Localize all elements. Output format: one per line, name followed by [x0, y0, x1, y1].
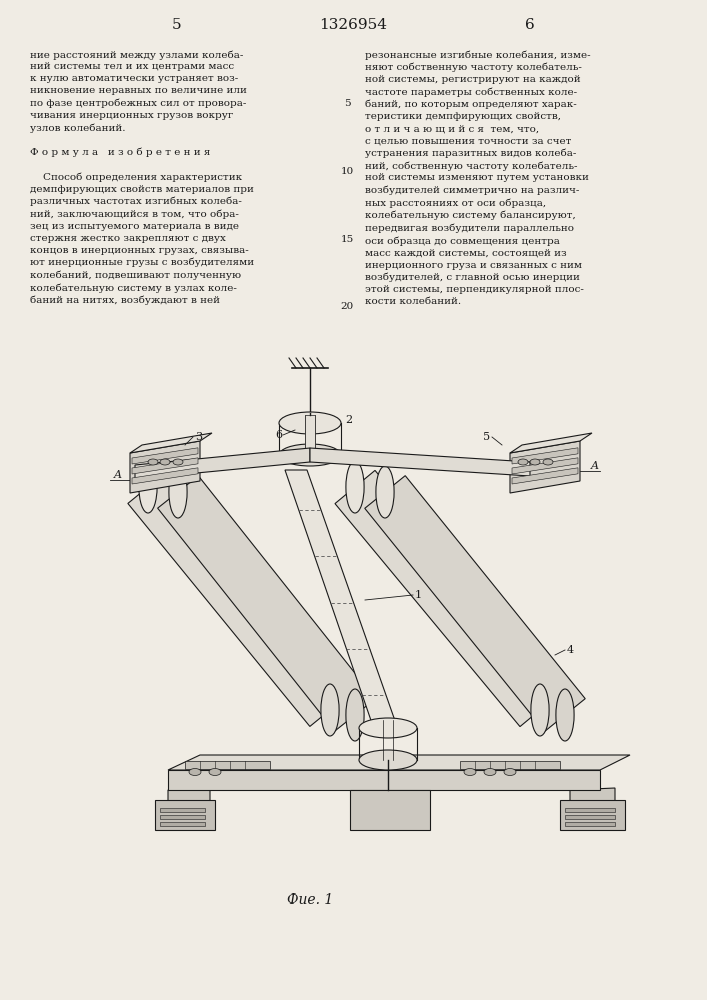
Bar [160, 808, 205, 812]
Ellipse shape [518, 459, 528, 465]
Polygon shape [128, 471, 350, 726]
Text: 5: 5 [344, 100, 350, 108]
Text: 6: 6 [525, 18, 535, 32]
Ellipse shape [504, 768, 516, 776]
Ellipse shape [160, 459, 170, 465]
Polygon shape [130, 441, 200, 493]
Polygon shape [168, 770, 600, 790]
Text: 15: 15 [340, 234, 354, 243]
Text: резонансные изгибные колебания, изме-
няют собственную частоту колебатель-
ной с: резонансные изгибные колебания, изме- ня… [365, 50, 590, 306]
Ellipse shape [543, 459, 553, 465]
Polygon shape [350, 790, 430, 830]
Text: 10: 10 [340, 167, 354, 176]
Polygon shape [168, 755, 630, 770]
Ellipse shape [530, 459, 540, 465]
Polygon shape [510, 441, 580, 493]
Polygon shape [132, 468, 198, 484]
Polygon shape [158, 476, 375, 731]
Ellipse shape [346, 689, 364, 741]
Ellipse shape [139, 461, 157, 513]
Text: 20: 20 [340, 302, 354, 311]
Bar [565, 808, 615, 812]
Text: Фие. 1: Фие. 1 [287, 893, 333, 907]
Text: 5: 5 [173, 18, 182, 32]
Text: ние расстояний между узлами колеба-
ний системы тел и их центрами масс
к нулю ав: ние расстояний между узлами колеба- ний … [30, 50, 254, 305]
Polygon shape [512, 448, 578, 464]
Ellipse shape [464, 768, 476, 776]
Ellipse shape [209, 768, 221, 776]
Polygon shape [132, 448, 198, 464]
Ellipse shape [346, 461, 364, 513]
Polygon shape [285, 470, 400, 735]
Ellipse shape [148, 459, 158, 465]
Polygon shape [185, 761, 270, 769]
Ellipse shape [279, 444, 341, 466]
Polygon shape [570, 788, 615, 820]
Text: A: A [114, 470, 122, 480]
Ellipse shape [556, 689, 574, 741]
Polygon shape [155, 800, 215, 830]
Text: A: A [591, 461, 599, 471]
Polygon shape [310, 448, 530, 476]
Ellipse shape [279, 412, 341, 434]
Ellipse shape [359, 750, 417, 770]
Polygon shape [512, 468, 578, 484]
Text: 2: 2 [345, 415, 352, 425]
Text: 6: 6 [275, 430, 282, 440]
Text: 3: 3 [195, 432, 202, 442]
Bar [565, 822, 615, 826]
Text: 1: 1 [415, 590, 422, 600]
Polygon shape [510, 433, 592, 453]
Polygon shape [132, 458, 198, 474]
Text: 1326954: 1326954 [319, 18, 387, 32]
Polygon shape [168, 788, 210, 820]
Ellipse shape [169, 466, 187, 518]
Polygon shape [560, 800, 625, 830]
Bar [565, 815, 615, 819]
Ellipse shape [173, 459, 183, 465]
Ellipse shape [484, 768, 496, 776]
Ellipse shape [189, 768, 201, 776]
Ellipse shape [359, 718, 417, 738]
Bar [305, 415, 315, 455]
Text: 4: 4 [567, 645, 574, 655]
Polygon shape [365, 476, 585, 731]
Polygon shape [460, 761, 560, 769]
Text: 5: 5 [483, 432, 490, 442]
Ellipse shape [531, 684, 549, 736]
Ellipse shape [376, 466, 394, 518]
Ellipse shape [321, 684, 339, 736]
Polygon shape [130, 433, 212, 453]
Bar [160, 815, 205, 819]
Polygon shape [512, 458, 578, 474]
Polygon shape [135, 448, 310, 479]
Bar [160, 822, 205, 826]
Polygon shape [335, 470, 560, 727]
